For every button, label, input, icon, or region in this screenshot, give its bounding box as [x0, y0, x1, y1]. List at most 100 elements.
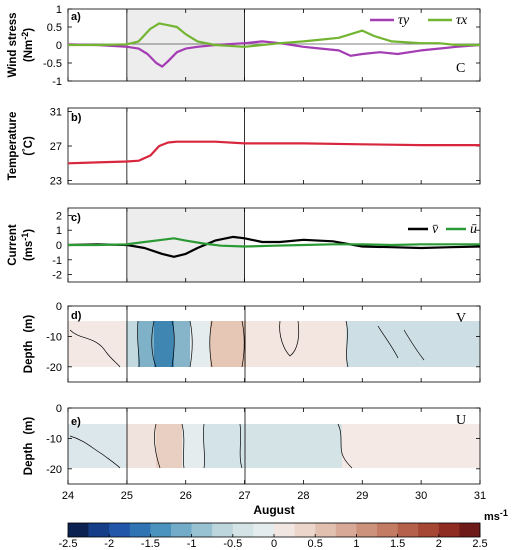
- panel-e-contour-5: [239, 423, 243, 469]
- panel-d-cell-a: [68, 321, 126, 367]
- colorbar-swatch: [191, 523, 213, 537]
- panel-d-contour-1: [69, 329, 121, 368]
- panel-c-label: c): [71, 212, 81, 224]
- panel-d-corner-label: V: [456, 311, 466, 326]
- panel-a-corner-label: C: [456, 61, 465, 76]
- x-tick-label: 29: [356, 490, 368, 502]
- legend-label-u: ū: [470, 222, 477, 237]
- colorbar: -2.5 -2 -1.5 -1 -0.5 0 0.5 1 1.5 2 2.5: [59, 522, 488, 550]
- panel-a-series-line-1: [68, 22, 480, 48]
- colorbar-tick-label: -0.5: [223, 538, 242, 550]
- panel-e-cell-a: [68, 424, 126, 468]
- panel-c-ytick-label: 2: [56, 210, 62, 222]
- colorbar-swatch: [232, 523, 254, 537]
- panel-d-ytick-label: -20: [46, 362, 62, 374]
- panel-b-series: [67, 108, 480, 184]
- panel-d-contour-5: [189, 320, 193, 368]
- colorbar-tick-label: -2: [104, 538, 114, 550]
- colorbar-swatch: [109, 523, 131, 537]
- panel-b-label: b): [71, 112, 82, 124]
- panel-d-ylabel: Depth(m): [23, 315, 35, 374]
- colorbar-swatch: [397, 523, 419, 537]
- legend-label-v: v̄: [432, 222, 439, 237]
- colorbar-swatch: [150, 523, 172, 537]
- colorbar-tick-label: 2: [436, 538, 442, 550]
- panel-e-contour-2: [154, 423, 161, 469]
- panel-d-ytick-label: -10: [46, 331, 62, 343]
- colorbar-tick-label: 2.5: [472, 538, 487, 550]
- colorbar-swatch: [253, 523, 275, 537]
- panel-c-series-line-0: [67, 235, 481, 258]
- panel-e-ytick-label: -10: [46, 433, 62, 445]
- panel-e-label: e): [71, 416, 81, 428]
- panel-a-ytick-label: -0.5: [43, 58, 62, 70]
- x-tick-label: 27: [238, 490, 250, 502]
- panel-e-cell-c: [156, 424, 182, 468]
- panel-a-ytick-label: 1: [56, 4, 62, 16]
- panel-c-ytick-label: 1: [56, 225, 62, 237]
- panel-b-ytick-label: 31: [50, 106, 62, 118]
- panel-d-contour-3: [151, 320, 157, 368]
- colorbar-swatch: [68, 523, 89, 537]
- legend-label-tau-y: τy: [398, 13, 410, 28]
- x-tick-label: 25: [121, 490, 133, 502]
- panel-a-label: a): [71, 11, 81, 23]
- panel-c-ylabel: Current: [7, 224, 19, 266]
- panel-b-yunit: (°C): [20, 136, 35, 156]
- panel-d-contour-8: [279, 320, 300, 357]
- panel-e: 0 -10 -20 e) U Depth(m): [23, 403, 481, 485]
- panel-b: 23 27 31 b) Temperature (°C): [7, 106, 481, 188]
- panel-e-contour-3: [181, 423, 185, 469]
- colorbar-swatch: [129, 523, 151, 537]
- panel-d-cell-b: [126, 321, 138, 367]
- panel-e-ylabel: Depth(m): [23, 417, 35, 476]
- panel-c-series: [67, 208, 481, 282]
- panel-e-contour-1: [69, 435, 121, 469]
- panel-d-contour-6: [209, 320, 213, 368]
- colorbar-swatch: [88, 523, 110, 537]
- panel-c-ytick-label: 0: [56, 240, 62, 252]
- colorbar-swatch: [315, 523, 337, 537]
- panel-e-yticks: 0 -10 -20: [46, 403, 481, 484]
- colorbar-swatch: [459, 523, 481, 537]
- panel-b-ytick-label: 23: [50, 176, 62, 188]
- panel-c-ytick-label: -1: [52, 255, 62, 267]
- colorbar-tick-label: 1.5: [390, 538, 405, 550]
- panel-c-yunit: (ms-1): [20, 229, 35, 261]
- x-tick-label: 30: [415, 490, 427, 502]
- panel-e-cell-d: [182, 424, 204, 468]
- panel-d-cell-g: [210, 321, 246, 367]
- colorbar-swatch: [438, 523, 460, 537]
- colorbar-tick-label: 1: [353, 538, 359, 550]
- panel-a-ytick-label: -1: [52, 76, 62, 88]
- panel-e-ytick-label: 0: [56, 403, 62, 415]
- panel-b-ytick-label: 27: [50, 141, 62, 153]
- panel-a-yunit: (Nm-2): [20, 28, 35, 62]
- panel-b-yticks: 23 27 31: [50, 106, 481, 188]
- colorbar-tick-label: -1: [187, 538, 197, 550]
- panel-d-cell-e: [174, 321, 190, 367]
- panel-a-ylabel: Wind stress: [7, 12, 19, 77]
- panel-a-legend: τy τx: [370, 13, 468, 28]
- panel-d-yticks: 0 -10 -20: [46, 301, 481, 382]
- colorbar-swatch: [335, 523, 357, 537]
- panel-e-contour-4: [203, 423, 205, 469]
- colorbar-swatch: [294, 523, 316, 537]
- panel-d-contour-9: [345, 320, 349, 368]
- colorbar-swatch: [274, 523, 295, 537]
- panel-c-ytick-label: -2: [52, 270, 62, 282]
- colorbar-tick-label: -1.5: [141, 538, 160, 550]
- panel-a-series: [67, 9, 481, 81]
- x-axis-label: August: [253, 503, 294, 517]
- panel-b-series-line-0: [67, 140, 480, 165]
- panel-e-frame: [67, 407, 481, 485]
- legend-label-tau-x: τx: [456, 13, 468, 28]
- panel-a: -1 -0.5 0 0.5 1 a) C τy τx Wind stress (Nm-2…: [7, 4, 481, 88]
- panel-d: 0 -10 -20 d) V Depth(m): [23, 301, 481, 383]
- panel-c-yticks: -2 -1 0 1 2: [52, 208, 481, 282]
- panel-e-corner-label: U: [456, 413, 466, 428]
- panel-c-legend: v̄ ū: [408, 222, 477, 237]
- panel-d-contour-7: [241, 320, 245, 368]
- colorbar-tick-label: -2.5: [59, 538, 78, 550]
